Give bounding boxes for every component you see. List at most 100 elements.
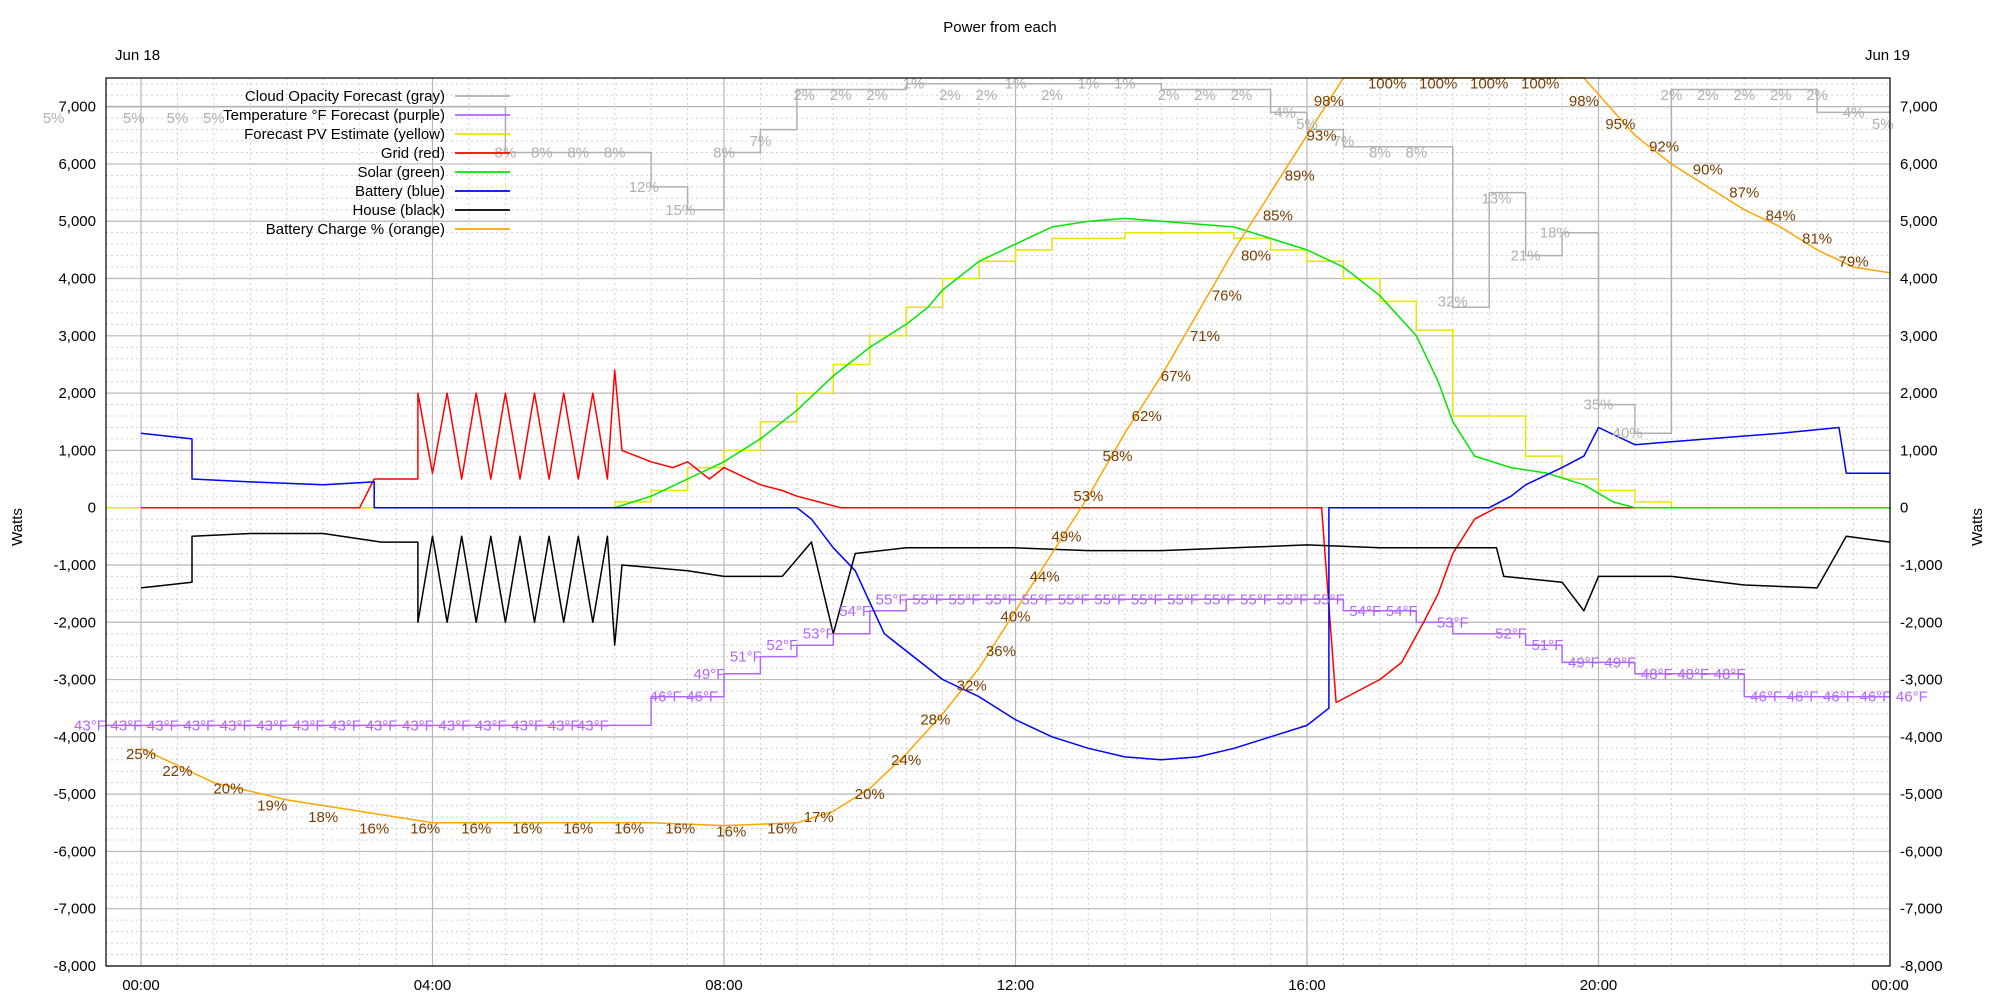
point-label: 53°F <box>803 626 835 643</box>
point-label: 54°F <box>1349 603 1381 620</box>
point-label: 46°F <box>650 689 682 706</box>
point-label: 48°F <box>1641 666 1673 683</box>
point-label: 43°F <box>475 717 507 734</box>
point-label: 49°F <box>693 666 725 683</box>
point-label: 1% <box>1078 76 1100 93</box>
point-label: 43°F <box>74 717 106 734</box>
y-tick-label-right: 6,000 <box>1900 156 1938 173</box>
point-label: 43°F <box>402 717 434 734</box>
y-tick-label-left: -5,000 <box>53 786 96 803</box>
point-label: 5% <box>167 110 189 127</box>
axes-layer: 7,000 7,000 6,000 6,000 5,000 5,000 4,000 4,000… <box>53 77 1943 994</box>
y-tick-label-left: -3,000 <box>53 672 96 689</box>
y-tick-label-left: 3,000 <box>58 328 96 345</box>
legend-label: Cloud Opacity Forecast (gray) <box>245 88 445 105</box>
point-label: 20% <box>855 786 885 803</box>
point-label: 8% <box>1405 144 1427 161</box>
point-label: 43°F <box>256 717 288 734</box>
point-label: 8% <box>1369 144 1391 161</box>
y-tick-label-left: 0 <box>88 500 96 517</box>
point-label: 16% <box>767 821 797 838</box>
point-label: 7% <box>750 133 772 150</box>
series-line <box>614 217 1890 509</box>
point-label: 43°F <box>110 717 142 734</box>
point-label: 43°F <box>147 717 179 734</box>
point-label: 92% <box>1649 139 1679 156</box>
x-tick-label: 00:00 <box>122 977 160 994</box>
point-label: 67% <box>1161 368 1191 385</box>
y-tick-label-right: 2,000 <box>1900 385 1938 402</box>
legend-label: Solar (green) <box>357 164 445 181</box>
y-tick-label-right: -3,000 <box>1900 672 1943 689</box>
point-label: 16% <box>512 821 542 838</box>
y-tick-label-left: -8,000 <box>53 958 96 975</box>
point-label: 8% <box>531 144 553 161</box>
point-label: 4% <box>1843 104 1865 121</box>
point-label: 55°F <box>1313 591 1345 608</box>
point-label: 12% <box>629 179 659 196</box>
point-label: 2% <box>793 87 815 104</box>
point-label: 43°F <box>183 717 215 734</box>
point-label: 8% <box>604 144 626 161</box>
grid-layer <box>106 78 1891 967</box>
point-label: 16% <box>614 821 644 838</box>
point-label: 4% <box>1274 104 1296 121</box>
point-label: 80% <box>1241 248 1271 265</box>
point-label: 16% <box>461 821 491 838</box>
point-label: 71% <box>1190 328 1220 345</box>
point-label: 62% <box>1132 408 1162 425</box>
point-label: 84% <box>1766 207 1796 224</box>
point-label: 36% <box>986 643 1016 660</box>
y-tick-label-right: 3,000 <box>1900 328 1938 345</box>
point-label: 44% <box>1030 568 1060 585</box>
y-tick-label-left: 7,000 <box>58 99 96 116</box>
y-tick-label-right: 5,000 <box>1900 213 1938 230</box>
y-tick-label-left: 4,000 <box>58 271 96 288</box>
point-label: 90% <box>1693 162 1723 179</box>
y-tick-label-right: -4,000 <box>1900 729 1943 746</box>
point-label: 18% <box>1540 225 1570 242</box>
y-tick-label-right: -8,000 <box>1900 958 1943 975</box>
y-tick-label-right: -7,000 <box>1900 901 1943 918</box>
point-label: 5% <box>1872 116 1894 133</box>
point-label: 40% <box>1000 609 1030 626</box>
point-label: 1% <box>1005 76 1027 93</box>
point-label: 2% <box>1733 87 1755 104</box>
plot-frame <box>105 77 1891 967</box>
point-label: 16% <box>716 823 746 840</box>
point-label: 5% <box>43 110 65 127</box>
point-label: 16% <box>563 821 593 838</box>
point-label: 5% <box>123 110 145 127</box>
point-label: 21% <box>1511 248 1541 265</box>
point-label: 28% <box>920 712 950 729</box>
point-label: 5% <box>203 110 225 127</box>
point-label: 53°F <box>1437 614 1469 631</box>
point-label: 20% <box>213 780 243 797</box>
legend-label: Grid (red) <box>381 145 445 162</box>
point-label: 2% <box>1806 87 1828 104</box>
point-label: 35% <box>1583 397 1613 414</box>
point-label: 18% <box>308 809 338 826</box>
y-tick-label-left: 1,000 <box>58 442 96 459</box>
point-labels-layer: 5% 5% 5% 5% 8% 8% 8% 8% 12% 15% 8% 7% 2% 2% 2% 1% 2% 2% 1%… <box>43 76 1928 841</box>
point-label: 17% <box>804 809 834 826</box>
ylabel-left: Watts <box>9 508 26 546</box>
point-label: 55°F <box>949 591 981 608</box>
y-tick-label-left: 2,000 <box>58 385 96 402</box>
point-label: 43°F <box>220 717 252 734</box>
point-label: 52°F <box>1495 626 1527 643</box>
point-label: 16% <box>359 821 389 838</box>
point-label: 24% <box>891 752 921 769</box>
point-label: 55°F <box>912 591 944 608</box>
point-label: 2% <box>1041 87 1063 104</box>
point-label: 1% <box>903 76 925 93</box>
y-tick-label-left: 6,000 <box>58 156 96 173</box>
series-line <box>140 532 1891 646</box>
point-label: 53% <box>1073 488 1103 505</box>
x-tick-label: 04:00 <box>414 977 452 994</box>
series-layer <box>106 77 1891 827</box>
point-label: 22% <box>162 763 192 780</box>
point-label: 49% <box>1051 528 1081 545</box>
